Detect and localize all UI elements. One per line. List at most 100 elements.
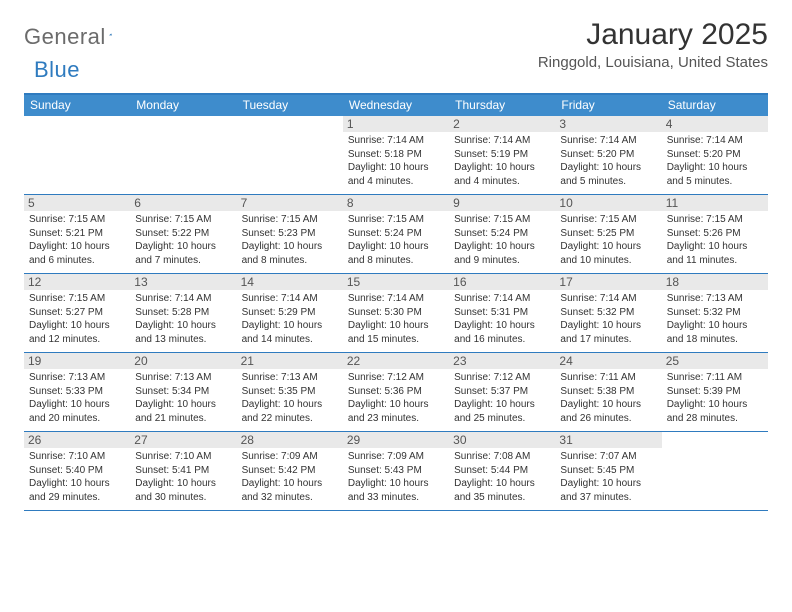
day-body: Sunrise: 7:15 AMSunset: 5:21 PMDaylight:…: [29, 213, 125, 267]
day-body: Sunrise: 7:13 AMSunset: 5:32 PMDaylight:…: [667, 292, 763, 346]
daylight-line: Daylight: 10 hours and 23 minutes.: [348, 398, 444, 425]
day-cell: 26Sunrise: 7:10 AMSunset: 5:40 PMDayligh…: [24, 432, 130, 510]
day-body: Sunrise: 7:15 AMSunset: 5:24 PMDaylight:…: [454, 213, 550, 267]
daylight-line: Daylight: 10 hours and 20 minutes.: [29, 398, 125, 425]
day-number: 13: [130, 274, 236, 290]
day-cell: 22Sunrise: 7:12 AMSunset: 5:36 PMDayligh…: [343, 353, 449, 431]
sunrise-line: Sunrise: 7:09 AM: [242, 450, 338, 464]
daylight-line: Daylight: 10 hours and 33 minutes.: [348, 477, 444, 504]
day-number: 24: [555, 353, 661, 369]
sunset-line: Sunset: 5:39 PM: [667, 385, 763, 399]
day-cell: 15Sunrise: 7:14 AMSunset: 5:30 PMDayligh…: [343, 274, 449, 352]
sunset-line: Sunset: 5:25 PM: [560, 227, 656, 241]
daylight-line: Daylight: 10 hours and 12 minutes.: [29, 319, 125, 346]
day-number: 31: [555, 432, 661, 448]
sunset-line: Sunset: 5:38 PM: [560, 385, 656, 399]
daylight-line: Daylight: 10 hours and 37 minutes.: [560, 477, 656, 504]
week-row: 19Sunrise: 7:13 AMSunset: 5:33 PMDayligh…: [24, 353, 768, 432]
day-number: 1: [343, 116, 449, 132]
sunset-line: Sunset: 5:35 PM: [242, 385, 338, 399]
week-row: 5Sunrise: 7:15 AMSunset: 5:21 PMDaylight…: [24, 195, 768, 274]
sunrise-line: Sunrise: 7:15 AM: [454, 213, 550, 227]
sunrise-line: Sunrise: 7:14 AM: [348, 292, 444, 306]
day-cell: 18Sunrise: 7:13 AMSunset: 5:32 PMDayligh…: [662, 274, 768, 352]
daylight-line: Daylight: 10 hours and 11 minutes.: [667, 240, 763, 267]
daylight-line: Daylight: 10 hours and 15 minutes.: [348, 319, 444, 346]
day-number: 8: [343, 195, 449, 211]
day-body: Sunrise: 7:09 AMSunset: 5:43 PMDaylight:…: [348, 450, 444, 504]
daylight-line: Daylight: 10 hours and 18 minutes.: [667, 319, 763, 346]
sunset-line: Sunset: 5:24 PM: [348, 227, 444, 241]
day-cell: 19Sunrise: 7:13 AMSunset: 5:33 PMDayligh…: [24, 353, 130, 431]
day-cell: 16Sunrise: 7:14 AMSunset: 5:31 PMDayligh…: [449, 274, 555, 352]
day-number: 25: [662, 353, 768, 369]
day-cell: 6Sunrise: 7:15 AMSunset: 5:22 PMDaylight…: [130, 195, 236, 273]
sunrise-line: Sunrise: 7:15 AM: [560, 213, 656, 227]
weeks-container: 1 Sunrise: 7:14 AM Sunset: 5:18 PM Daylight…: [24, 116, 768, 511]
daylight-line: Daylight: 10 hours and 6 minutes.: [29, 240, 125, 267]
day-number: 23: [449, 353, 555, 369]
day-number: 7: [237, 195, 343, 211]
sunset-line: Sunset: 5:18 PM: [348, 148, 444, 162]
sunset-line: Sunset: 5:42 PM: [242, 464, 338, 478]
daylight-line: Daylight: 10 hours and 21 minutes.: [135, 398, 231, 425]
day-body: Sunrise: 7:13 AMSunset: 5:34 PMDaylight:…: [135, 371, 231, 425]
sunset-line: Sunset: 5:21 PM: [29, 227, 125, 241]
day-cell: 3 Sunrise: 7:14 AMSunset: 5:20 PMDaylight…: [555, 116, 661, 194]
day-number: 17: [555, 274, 661, 290]
daylight-line: Daylight: 10 hours and 5 minutes.: [667, 161, 763, 188]
sunset-line: Sunset: 5:31 PM: [454, 306, 550, 320]
logo: General: [24, 18, 133, 50]
sunrise-line: Sunrise: 7:11 AM: [560, 371, 656, 385]
day-number: 29: [343, 432, 449, 448]
day-body: Sunrise: 7:15 AMSunset: 5:23 PMDaylight:…: [242, 213, 338, 267]
daylight-line: Daylight: 10 hours and 35 minutes.: [454, 477, 550, 504]
daylight-line: Daylight: 10 hours and 28 minutes.: [667, 398, 763, 425]
sunset-line: Sunset: 5:27 PM: [29, 306, 125, 320]
day-body: Sunrise: 7:14 AMSunset: 5:20 PMDaylight:…: [560, 134, 656, 188]
day-number: 9: [449, 195, 555, 211]
sunset-line: Sunset: 5:45 PM: [560, 464, 656, 478]
sunrise-line: Sunrise: 7:15 AM: [242, 213, 338, 227]
day-number: 6: [130, 195, 236, 211]
day-body: Sunrise: 7:14 AMSunset: 5:19 PMDaylight:…: [454, 134, 550, 188]
day-body: Sunrise: 7:14 AMSunset: 5:30 PMDaylight:…: [348, 292, 444, 346]
sunrise-line: Sunrise: 7:14 AM: [242, 292, 338, 306]
day-number: 27: [130, 432, 236, 448]
month-title: January 2025: [538, 18, 768, 52]
daylight-line: Daylight: 10 hours and 5 minutes.: [560, 161, 656, 188]
daylight-line: Daylight: 10 hours and 8 minutes.: [348, 240, 444, 267]
daylight-line: Daylight: 10 hours and 25 minutes.: [454, 398, 550, 425]
day-number: 2: [449, 116, 555, 132]
sunset-line: Sunset: 5:32 PM: [560, 306, 656, 320]
day-cell: 13Sunrise: 7:14 AMSunset: 5:28 PMDayligh…: [130, 274, 236, 352]
sunrise-line: Sunrise: 7:12 AM: [348, 371, 444, 385]
sunset-line: Sunset: 5:28 PM: [135, 306, 231, 320]
daylight-line: Daylight: 10 hours and 29 minutes.: [29, 477, 125, 504]
day-cell: 31Sunrise: 7:07 AMSunset: 5:45 PMDayligh…: [555, 432, 661, 510]
day-body: Sunrise: 7:14 AMSunset: 5:32 PMDaylight:…: [560, 292, 656, 346]
sunset-line: Sunset: 5:19 PM: [454, 148, 550, 162]
day-number: 14: [237, 274, 343, 290]
day-number: 20: [130, 353, 236, 369]
day-cell: 5Sunrise: 7:15 AMSunset: 5:21 PMDaylight…: [24, 195, 130, 273]
day-body: Sunrise: 7:10 AMSunset: 5:41 PMDaylight:…: [135, 450, 231, 504]
day-cell: 14Sunrise: 7:14 AMSunset: 5:29 PMDayligh…: [237, 274, 343, 352]
day-cell: 7 Sunrise: 7:15 AMSunset: 5:23 PMDaylight…: [237, 195, 343, 273]
sunset-line: Sunset: 5:24 PM: [454, 227, 550, 241]
location-line: Ringgold, Louisiana, United States: [538, 54, 768, 71]
sunrise-line: Sunrise: 7:13 AM: [29, 371, 125, 385]
sunset-line: Sunset: 5:22 PM: [135, 227, 231, 241]
dow-cell: Tuesday: [237, 95, 343, 116]
day-number: 3: [555, 116, 661, 132]
daylight-line: Daylight: 10 hours and 9 minutes.: [454, 240, 550, 267]
day-cell: 28Sunrise: 7:09 AMSunset: 5:42 PMDayligh…: [237, 432, 343, 510]
sunrise-line: Sunrise: 7:14 AM: [560, 292, 656, 306]
day-cell: 27 Sunrise: 7:10 AMSunset: 5:41 PMDayligh…: [130, 432, 236, 510]
week-row: 1Sunrise: 7:14 AMSunset: 5:18 PMDaylight…: [24, 116, 768, 195]
day-body: Sunrise: 7:15 AMSunset: 5:25 PMDaylight:…: [560, 213, 656, 267]
day-cell: 10Sunrise: 7:15 AMSunset: 5:25 PMDayligh…: [555, 195, 661, 273]
day-cell: 25Sunrise: 7:11 AMSunset: 5:39 PMDayligh…: [662, 353, 768, 431]
day-cell: [237, 116, 343, 194]
day-body: Sunrise: 7:10 AMSunset: 5:40 PMDaylight:…: [29, 450, 125, 504]
